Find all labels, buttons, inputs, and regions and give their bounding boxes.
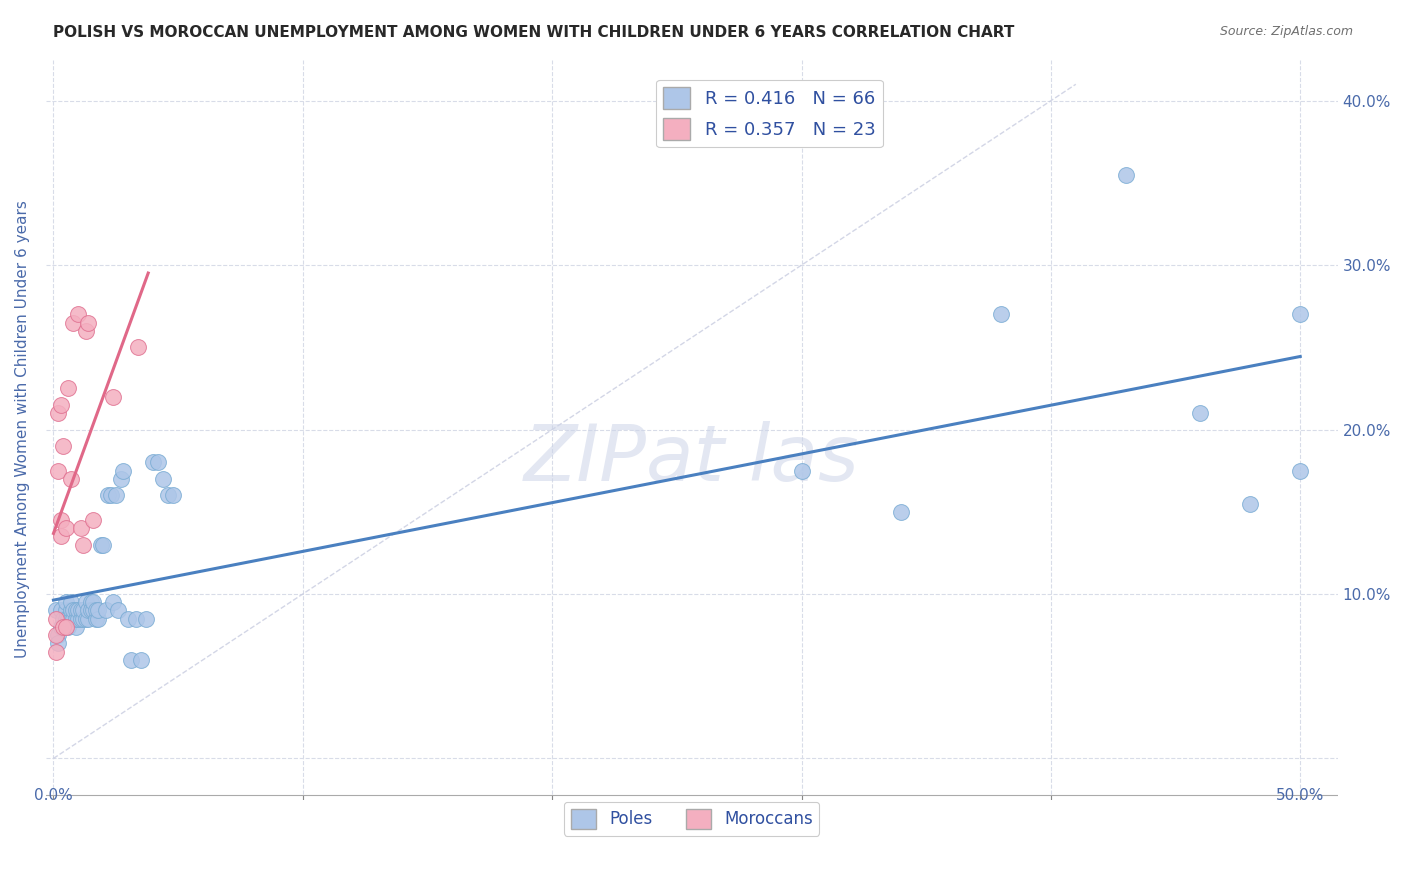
Point bbox=[45, 612, 67, 626]
Point bbox=[87, 612, 110, 626]
Point bbox=[1289, 308, 1312, 322]
Point bbox=[52, 439, 75, 453]
Point bbox=[45, 603, 67, 617]
Point bbox=[77, 316, 100, 330]
Point bbox=[77, 612, 100, 626]
Point bbox=[52, 620, 75, 634]
Point bbox=[104, 488, 127, 502]
Point bbox=[67, 612, 90, 626]
Point bbox=[49, 513, 72, 527]
Point bbox=[62, 603, 84, 617]
Text: 0.0%: 0.0% bbox=[34, 788, 73, 803]
Point bbox=[82, 595, 104, 609]
Y-axis label: Unemployment Among Women with Children Under 6 years: Unemployment Among Women with Children U… bbox=[15, 201, 30, 658]
Point bbox=[157, 488, 180, 502]
Point bbox=[45, 644, 67, 658]
Point bbox=[1239, 497, 1261, 511]
Point bbox=[70, 603, 93, 617]
Point bbox=[1289, 464, 1312, 478]
Point bbox=[65, 620, 87, 634]
Point bbox=[127, 340, 149, 354]
Point bbox=[49, 620, 72, 634]
Point bbox=[91, 538, 114, 552]
Text: Source: ZipAtlas.com: Source: ZipAtlas.com bbox=[1219, 25, 1353, 38]
Text: POLISH VS MOROCCAN UNEMPLOYMENT AMONG WOMEN WITH CHILDREN UNDER 6 YEARS CORRELAT: POLISH VS MOROCCAN UNEMPLOYMENT AMONG WO… bbox=[53, 25, 1015, 40]
Point bbox=[55, 595, 77, 609]
Point bbox=[49, 603, 72, 617]
Point bbox=[62, 316, 84, 330]
Point bbox=[890, 505, 912, 519]
Point bbox=[58, 381, 80, 395]
Point bbox=[72, 538, 94, 552]
Point bbox=[112, 464, 135, 478]
Point bbox=[152, 472, 174, 486]
Point bbox=[117, 612, 139, 626]
Point bbox=[58, 612, 80, 626]
Point bbox=[72, 603, 94, 617]
Point bbox=[107, 603, 129, 617]
Point bbox=[59, 595, 82, 609]
Point bbox=[59, 612, 82, 626]
Point bbox=[59, 603, 82, 617]
Point bbox=[990, 308, 1012, 322]
Point bbox=[48, 464, 70, 478]
Point bbox=[62, 612, 84, 626]
Point bbox=[75, 612, 97, 626]
Point bbox=[75, 595, 97, 609]
Point bbox=[55, 620, 77, 634]
Point bbox=[1115, 168, 1137, 182]
Point bbox=[1189, 406, 1212, 420]
Point bbox=[67, 603, 90, 617]
Point bbox=[65, 603, 87, 617]
Point bbox=[125, 612, 148, 626]
Point bbox=[80, 595, 103, 609]
Point bbox=[148, 455, 170, 469]
Point bbox=[790, 464, 813, 478]
Point bbox=[97, 488, 120, 502]
Point bbox=[65, 612, 87, 626]
Point bbox=[48, 636, 70, 650]
Point bbox=[67, 308, 90, 322]
Point bbox=[84, 612, 107, 626]
Point bbox=[55, 521, 77, 535]
Text: ZIPat las: ZIPat las bbox=[524, 421, 859, 497]
Point bbox=[58, 620, 80, 634]
Point bbox=[103, 595, 125, 609]
Point bbox=[162, 488, 184, 502]
Point bbox=[84, 603, 107, 617]
Point bbox=[103, 390, 125, 404]
Point bbox=[70, 521, 93, 535]
Text: 50.0%: 50.0% bbox=[1277, 788, 1324, 803]
Point bbox=[48, 406, 70, 420]
Point bbox=[82, 603, 104, 617]
Point bbox=[135, 612, 157, 626]
Point bbox=[49, 529, 72, 543]
Point bbox=[77, 603, 100, 617]
Point bbox=[48, 628, 70, 642]
Point bbox=[129, 653, 152, 667]
Point bbox=[142, 455, 165, 469]
Point bbox=[82, 513, 104, 527]
Point bbox=[120, 653, 142, 667]
Point bbox=[59, 472, 82, 486]
Point bbox=[55, 603, 77, 617]
Point bbox=[45, 628, 67, 642]
Point bbox=[110, 472, 132, 486]
Point bbox=[72, 612, 94, 626]
Point bbox=[75, 324, 97, 338]
Point bbox=[52, 612, 75, 626]
Point bbox=[87, 603, 110, 617]
Point bbox=[94, 603, 117, 617]
Legend: Poles, Moroccans: Poles, Moroccans bbox=[564, 802, 820, 836]
Point bbox=[52, 620, 75, 634]
Point bbox=[49, 398, 72, 412]
Point bbox=[55, 612, 77, 626]
Point bbox=[90, 538, 112, 552]
Point bbox=[80, 603, 103, 617]
Point bbox=[70, 612, 93, 626]
Point bbox=[100, 488, 122, 502]
